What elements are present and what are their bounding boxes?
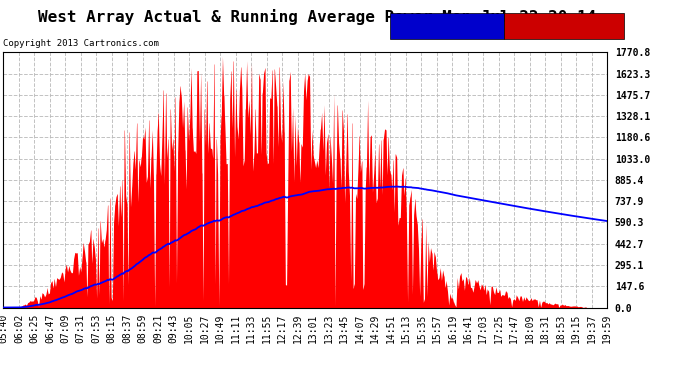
Text: Copyright 2013 Cartronics.com: Copyright 2013 Cartronics.com xyxy=(3,39,159,48)
Text: Average  (DC Watts): Average (DC Watts) xyxy=(395,22,498,31)
Text: West Array Actual & Running Average Power Mon Jul 22 20:14: West Array Actual & Running Average Powe… xyxy=(38,9,597,26)
Text: West Array  (DC Watts): West Array (DC Watts) xyxy=(505,22,623,31)
